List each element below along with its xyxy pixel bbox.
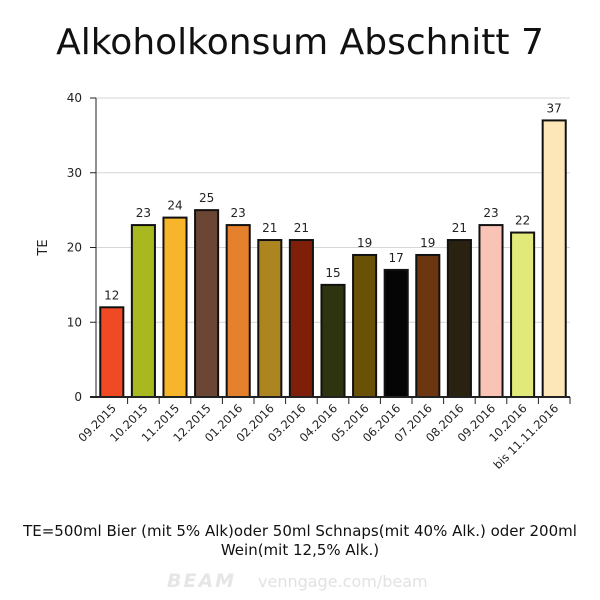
data-label: 37	[547, 101, 562, 115]
y-tick-label: 0	[74, 390, 82, 404]
y-tick-label: 30	[67, 166, 82, 180]
bar	[99, 306, 125, 398]
watermark-url: venngage.com/beam	[258, 572, 428, 591]
y-tick-label: 10	[67, 315, 82, 329]
data-label: 19	[357, 236, 372, 250]
data-label: 21	[262, 221, 277, 235]
y-tick-label: 40	[67, 91, 82, 105]
y-tick-label: 20	[67, 241, 82, 255]
bar	[130, 224, 156, 398]
bar	[541, 119, 567, 399]
data-label: 22	[515, 214, 530, 228]
bar-chart: 010203040TE1209.20152310.20152411.201525…	[36, 91, 571, 472]
data-label: 23	[483, 206, 498, 220]
data-label: 23	[231, 206, 246, 220]
bar	[446, 239, 472, 398]
chart-title: Alkoholkonsum Abschnitt 7	[56, 22, 544, 63]
bar	[383, 268, 409, 398]
data-label: 24	[167, 199, 182, 213]
bar	[415, 253, 441, 398]
data-label: 21	[294, 221, 309, 235]
data-label: 23	[136, 206, 151, 220]
data-label: 17	[389, 251, 404, 265]
bar	[352, 253, 378, 398]
y-axis-title: TE	[36, 239, 51, 256]
data-label: 12	[104, 288, 119, 302]
bar	[257, 239, 283, 398]
footnote: TE=500ml Bier (mit 5% Alk)oder 50ml Schn…	[23, 522, 577, 559]
bar	[162, 216, 188, 398]
bar	[478, 224, 504, 398]
bar	[288, 239, 314, 398]
bar	[320, 283, 346, 398]
data-label: 15	[325, 266, 340, 280]
data-label: 19	[420, 236, 435, 250]
data-label: 21	[452, 221, 467, 235]
data-label: 25	[199, 191, 214, 205]
bar	[194, 209, 220, 398]
bar	[510, 231, 536, 398]
watermark-brand: BEAM	[167, 570, 237, 592]
bar	[225, 224, 251, 398]
